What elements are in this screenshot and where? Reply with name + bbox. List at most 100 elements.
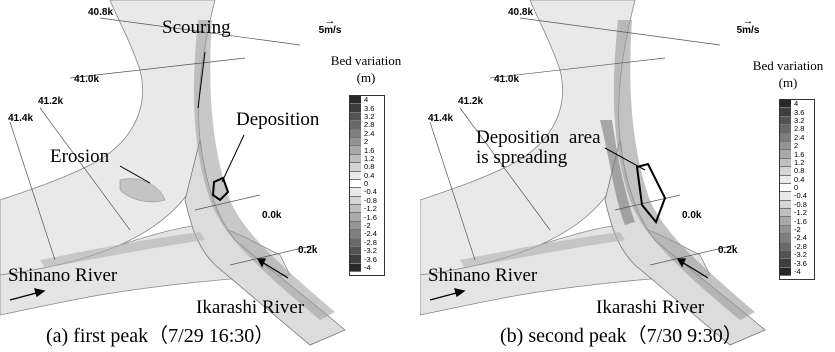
legend-swatch (780, 150, 791, 159)
legend-swatch (350, 213, 361, 222)
legend-swatch (780, 200, 791, 210)
legend-rows: 4 3.6 3.2 2.8 2.4 2 1.6 1.2 0.8 0.4 0 -0.4 -0.8 -1.2-… (350, 96, 384, 273)
legend-title-b: Bed variation (m) (742, 57, 834, 91)
legend-value: 1.6 (794, 149, 805, 159)
legend-value: 2.8 (364, 120, 375, 130)
legend-swatch (350, 104, 361, 113)
bed-variation-map-b (420, 0, 766, 346)
legend-value: -2.4 (364, 229, 377, 239)
legend-swatch (350, 238, 361, 248)
legend-title-a: Bed variation (m) (318, 52, 414, 86)
legend-value: 2 (364, 137, 369, 147)
legend-row: 4 (780, 99, 814, 109)
km-label: 41.2k (458, 96, 484, 107)
legend-rows: 4 3.6 3.2 2.8 2.4 2 1.6 1.2 0.8 0.4 0 -0.4 -0.8 -1.2-… (780, 99, 814, 277)
legend-row: 3.6 (350, 104, 384, 113)
legend-value: 2.8 (794, 124, 805, 134)
legend-swatch (350, 188, 361, 197)
legend-title-line: Bed variation (752, 58, 824, 73)
legend-row: -4 (780, 267, 814, 277)
legend-swatch (350, 121, 361, 130)
legend-swatch (780, 267, 791, 277)
legend-row: 2.4 (780, 133, 814, 142)
legend-value: -3.2 (364, 246, 377, 256)
legend-row: -3.2 (780, 250, 814, 260)
legend-row: -2.4 (780, 234, 814, 243)
annotation-is-spreading: is spreading (476, 147, 568, 168)
legend-value: 3.2 (794, 115, 805, 125)
legend-swatch (350, 171, 361, 180)
legend-swatch (780, 133, 791, 142)
legend-row: 3.6 (780, 108, 814, 117)
bed-variation-map-a (0, 0, 346, 346)
legend-row: 0.4 (350, 171, 384, 180)
legend-swatch (780, 116, 791, 126)
deposition-zone-outline-b (635, 162, 667, 224)
annotation-leaders-a (119, 51, 245, 184)
legend-row: -3.6 (350, 255, 384, 264)
scale-value: 5m/s (318, 25, 342, 36)
legend-swatch (780, 225, 791, 235)
km-label: 0.2k (298, 245, 318, 256)
velocity-scale-a: → 5m/s (318, 16, 342, 37)
legend-swatch (780, 141, 791, 151)
scale-value: 5m/s (736, 25, 760, 36)
legend-swatch (780, 251, 791, 260)
legend-row: 1.6 (350, 146, 384, 155)
legend-row: 0.4 (780, 175, 814, 184)
legend-value: -1.2 (794, 208, 807, 218)
annotation-deposition: Deposition (236, 109, 320, 130)
caption-a: (a) first peak（7/29 16:30） (46, 325, 275, 347)
legend-value: -2 (794, 225, 801, 235)
legend-value: 0 (364, 179, 369, 189)
legend-value: -3.2 (794, 250, 807, 260)
legend-swatch (780, 242, 791, 252)
legend-row: 0 (780, 183, 814, 193)
legend-row: 0.8 (780, 166, 814, 176)
legend-swatch (350, 96, 361, 105)
deposition-zone-outline-a (211, 176, 230, 202)
legend-value: -0.8 (364, 195, 377, 205)
legend-swatch (350, 205, 361, 214)
legend-value: 0 (794, 183, 799, 193)
legend-swatch (780, 167, 791, 176)
km-label: 41.4k (428, 113, 454, 124)
legend-row: -1.6 (350, 213, 384, 222)
legend-swatch (350, 112, 361, 122)
legend-value: -0.4 (794, 191, 807, 201)
legend-row: -2.8 (780, 241, 814, 252)
annotation-deposition-area: Deposition area (476, 127, 601, 148)
legend-swatch (780, 175, 791, 184)
river-label-shinano: Shinano River (428, 265, 538, 286)
legend-value: -2 (364, 221, 371, 231)
velocity-lower-a (40, 232, 205, 268)
legend-swatch (780, 100, 791, 109)
annotation-scouring: Scouring (162, 17, 231, 38)
flow-arrows-b (429, 258, 709, 301)
km-grid-a (9, 17, 316, 266)
legend-row: 2.8 (780, 124, 814, 134)
legend-unit-line: (m) (356, 70, 376, 85)
legend-swatch (780, 125, 791, 134)
km-label: 41.4k (8, 113, 34, 124)
legend-swatch (350, 163, 361, 172)
legend-row: -1.6 (780, 216, 814, 226)
legend-value: -2.8 (794, 241, 807, 251)
legend-value: 2.4 (364, 128, 375, 138)
legend-value: -2.8 (364, 237, 377, 247)
km-label: 41.0k (74, 74, 100, 85)
legend-swatch (350, 137, 361, 147)
river-label-ikarashi: Ikarashi River (596, 297, 705, 318)
legend-title-line: Bed variation (330, 53, 402, 68)
legend-value: 0.8 (794, 166, 805, 176)
legend-row: 2 (350, 137, 384, 147)
legend-value: -0.4 (364, 187, 377, 197)
legend-value: -1.6 (794, 216, 807, 226)
legend-row: -3.6 (780, 259, 814, 268)
legend-value: 3.2 (364, 111, 375, 121)
legend-swatch (350, 154, 361, 164)
legend-value: 4 (794, 99, 799, 109)
legend-row: 1.2 (350, 154, 384, 164)
km-label: 40.8k (88, 7, 114, 18)
legend-row: 0 (350, 179, 384, 189)
